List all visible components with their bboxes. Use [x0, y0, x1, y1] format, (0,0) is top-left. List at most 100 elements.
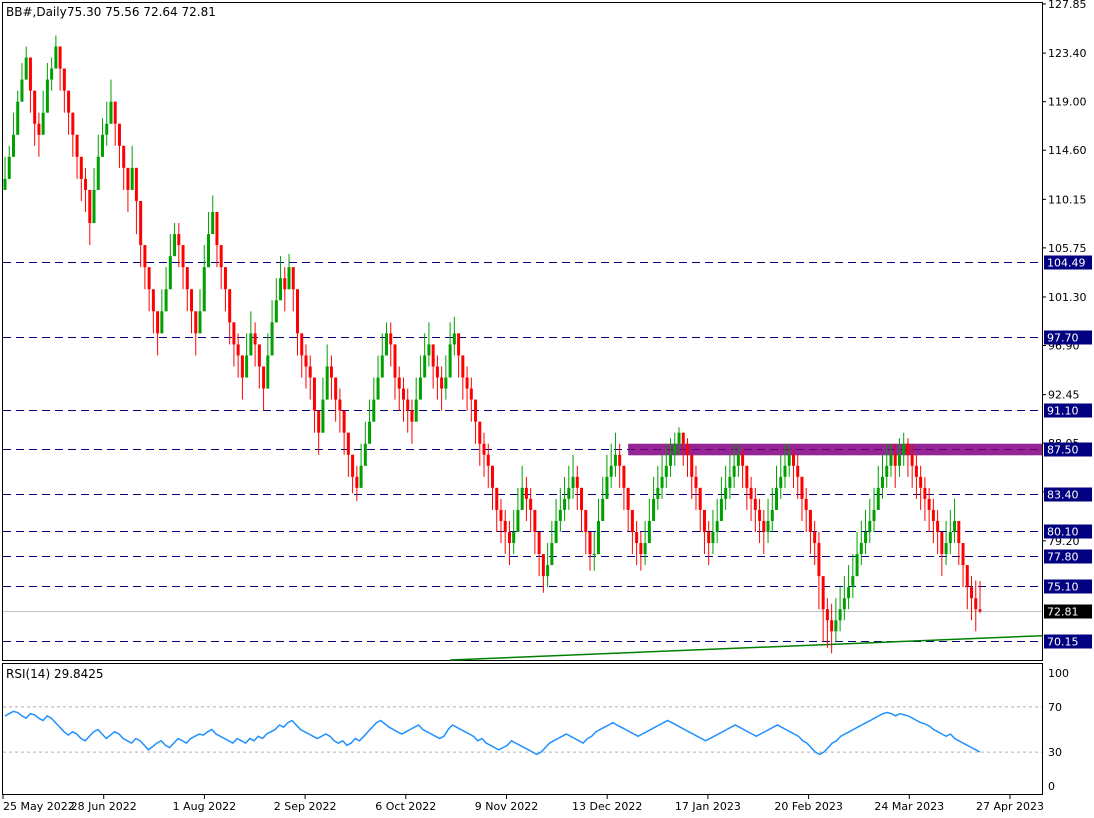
resistance-zone: [628, 443, 1042, 456]
candle-body: [469, 388, 473, 400]
candle-body: [681, 432, 685, 444]
candle: [308, 355, 312, 400]
candle-body: [296, 289, 299, 334]
candle-body: [431, 344, 435, 367]
candle: [656, 465, 660, 510]
candle: [79, 156, 83, 201]
candle: [567, 465, 571, 510]
candle: [821, 576, 825, 643]
candle: [215, 212, 219, 268]
candle: [45, 63, 49, 113]
price-axis: 127.85 123.40 119.00 114.60 110.15 105.75 101.…: [1042, 0, 1087, 548]
candle-body: [20, 79, 24, 102]
candle: [948, 509, 952, 555]
candle-body: [953, 520, 957, 532]
candle-body: [122, 145, 126, 168]
candle-body: [702, 509, 706, 532]
candle: [109, 79, 113, 124]
candle: [257, 344, 261, 389]
candle: [20, 63, 24, 102]
candle-body: [130, 167, 134, 190]
candle: [745, 465, 749, 510]
candle: [427, 322, 431, 367]
candle-body: [151, 289, 155, 312]
candle-body: [346, 432, 350, 455]
candle-body: [342, 410, 346, 433]
candle-body: [516, 509, 520, 532]
candle: [414, 377, 418, 422]
candle: [194, 311, 198, 356]
candle-body: [465, 377, 469, 389]
candle: [219, 245, 223, 290]
candle: [495, 487, 499, 532]
candle: [304, 344, 308, 389]
candle-body: [660, 476, 664, 488]
candle-body: [524, 487, 528, 499]
candle: [274, 278, 278, 323]
candle: [58, 46, 62, 91]
candle-body: [397, 377, 401, 389]
candle: [618, 443, 622, 488]
candle-body: [79, 156, 83, 179]
candle: [796, 454, 800, 499]
candle: [974, 580, 978, 632]
candle: [206, 212, 210, 268]
candle: [491, 465, 494, 510]
candle-body: [957, 520, 961, 544]
candle: [393, 344, 397, 400]
candle: [702, 509, 706, 555]
level-label: 83.40: [1047, 489, 1079, 502]
candle-body: [164, 289, 168, 312]
candle-body: [796, 465, 800, 477]
candle-body: [529, 498, 533, 510]
candle-body: [215, 212, 219, 246]
candle-body: [745, 465, 749, 488]
candle-body: [970, 587, 974, 599]
candle-body: [109, 101, 113, 124]
candle-body: [961, 543, 965, 566]
candle-body: [613, 454, 617, 466]
candle-body: [219, 245, 223, 268]
candle-body: [58, 46, 62, 69]
level-label: 97.70: [1047, 332, 1079, 345]
candle-body: [571, 476, 575, 488]
candle: [775, 465, 779, 510]
candle-body: [3, 178, 7, 190]
candle: [906, 438, 910, 477]
chart-header-symbol: BB#,Daily: [6, 5, 67, 19]
level-label: 80.10: [1047, 526, 1079, 539]
candle: [143, 245, 147, 290]
candle: [444, 355, 448, 400]
candle: [881, 454, 884, 499]
candle-body: [707, 532, 711, 544]
trendline: [450, 634, 1043, 661]
candle: [287, 253, 291, 290]
candle-body: [312, 377, 316, 411]
candle: [296, 289, 299, 356]
candle-body: [495, 487, 499, 510]
candle-body: [41, 112, 45, 135]
candle-body: [143, 245, 147, 268]
candle: [936, 509, 940, 555]
candle: [681, 432, 685, 466]
candle-body: [775, 487, 779, 510]
candle-body: [457, 333, 461, 356]
candle: [482, 432, 486, 477]
chart-header-ohlc: 75.30 75.56 72.64 72.81: [67, 5, 216, 19]
candles: [3, 35, 982, 654]
rsi-panel: 100 70 30 0: [3, 667, 1069, 793]
candle: [486, 443, 490, 488]
candle-body: [635, 532, 639, 544]
candle: [961, 543, 965, 588]
rsi-panel-frame: [2, 663, 1043, 795]
candle: [546, 543, 550, 588]
candle-body: [533, 509, 537, 532]
candle: [62, 68, 66, 113]
level-label-bg: [1044, 524, 1092, 539]
candle-body: [423, 355, 427, 378]
main-panel-frame: [2, 2, 1043, 661]
candle-body: [249, 333, 253, 356]
candle: [885, 443, 889, 488]
candle-body: [236, 344, 240, 356]
candle: [245, 333, 249, 378]
